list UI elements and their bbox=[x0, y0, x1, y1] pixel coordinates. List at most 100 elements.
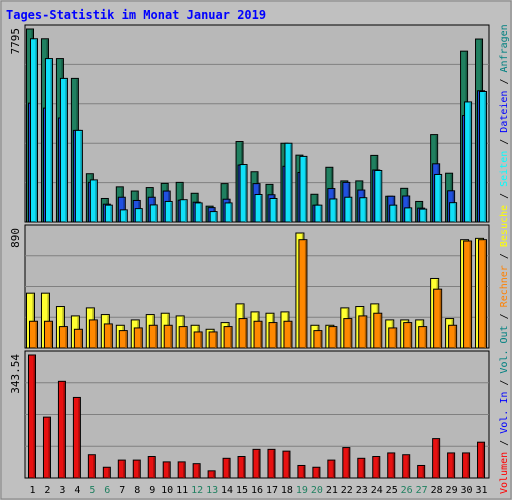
bar-rechner-face bbox=[43, 320, 53, 349]
bar-volumen-face bbox=[28, 354, 36, 479]
bar-seiten-shade bbox=[230, 203, 232, 222]
bar-seiten-shade bbox=[469, 102, 472, 222]
bar-rechner-shade bbox=[95, 320, 97, 348]
bar-rechner-face bbox=[73, 328, 83, 349]
bar-rechner bbox=[223, 326, 233, 349]
bar-seiten-face bbox=[359, 197, 368, 223]
bar-volumen bbox=[28, 354, 36, 479]
bar-volumen bbox=[252, 448, 261, 479]
bar-rechner-face bbox=[193, 331, 203, 349]
x-tick-label: 30 bbox=[461, 485, 473, 496]
bar-seiten-face bbox=[209, 211, 218, 223]
x-tick-label: 16 bbox=[251, 485, 263, 496]
bar-seiten-face bbox=[344, 196, 353, 223]
bar-volumen-shade bbox=[332, 461, 335, 478]
bar-volumen-shade bbox=[33, 356, 35, 478]
bar-seiten-shade bbox=[274, 199, 277, 222]
bar-seiten-face bbox=[389, 204, 398, 223]
bar-rechner bbox=[328, 326, 338, 349]
bar-volumen bbox=[87, 454, 96, 479]
bar-rechner bbox=[478, 239, 488, 349]
bar-volumen-face bbox=[57, 380, 66, 479]
bar-seiten-face bbox=[149, 204, 158, 223]
bar-rechner-shade bbox=[439, 290, 442, 348]
x-tick-label: 22 bbox=[341, 485, 353, 496]
bar-rechner-shade bbox=[409, 323, 412, 348]
bar-rechner-shade bbox=[379, 314, 382, 348]
bar-rechner-face bbox=[223, 326, 233, 349]
bar-seiten-face bbox=[239, 164, 248, 223]
bar-volumen bbox=[42, 416, 51, 479]
bar-volumen bbox=[72, 396, 81, 479]
bar-seiten-shade bbox=[245, 165, 247, 222]
bar-seiten bbox=[449, 202, 458, 223]
bar-seiten-shade bbox=[125, 210, 127, 222]
bar-rechner-shade bbox=[170, 326, 172, 348]
bar-volumen bbox=[342, 447, 351, 479]
bar-volumen bbox=[327, 459, 336, 479]
bar-volumen-shade bbox=[63, 382, 65, 478]
bar-volumen-shade bbox=[93, 455, 95, 478]
bar-seiten bbox=[419, 208, 428, 223]
bar-rechner-shade bbox=[35, 322, 37, 348]
bar-rechner bbox=[298, 239, 308, 349]
bar-seiten bbox=[329, 198, 338, 223]
bar-rechner bbox=[313, 330, 323, 349]
legend-segment: / bbox=[499, 434, 510, 452]
bar-volumen bbox=[117, 459, 126, 479]
bar-seiten bbox=[104, 204, 113, 223]
legend-segment: / bbox=[499, 247, 510, 265]
bottom-panel: 343.54 bbox=[9, 350, 490, 479]
bar-volumen-face bbox=[237, 456, 246, 479]
bar-rechner-shade bbox=[424, 327, 427, 348]
bar-rechner-shade bbox=[319, 331, 322, 348]
bar-seiten bbox=[89, 179, 98, 223]
bar-rechner bbox=[43, 320, 53, 349]
bar-seiten-shade bbox=[50, 59, 52, 222]
bar-volumen-shade bbox=[407, 455, 410, 478]
bar-rechner-face bbox=[88, 319, 98, 349]
bar-rechner-face bbox=[388, 327, 398, 349]
bar-volumen-shade bbox=[302, 466, 305, 478]
bar-volumen-face bbox=[87, 454, 96, 479]
bar-seiten-shade bbox=[80, 131, 82, 222]
bar-seiten-face bbox=[284, 142, 293, 223]
bar-rechner bbox=[73, 328, 83, 349]
bar-rechner-face bbox=[253, 320, 263, 349]
bar-seiten bbox=[284, 142, 293, 223]
bar-seiten bbox=[359, 197, 368, 223]
y-max-label: 7795 bbox=[9, 28, 22, 55]
bar-volumen bbox=[207, 470, 216, 479]
bar-rechner bbox=[133, 327, 143, 349]
bar-volumen-shade bbox=[213, 471, 215, 478]
bar-volumen-face bbox=[462, 452, 471, 479]
bar-volumen-shade bbox=[392, 453, 395, 478]
x-tick-label: 18 bbox=[281, 485, 293, 496]
bar-rechner-face bbox=[118, 330, 128, 349]
bar-rechner-face bbox=[373, 312, 383, 349]
bar-volumen bbox=[432, 438, 441, 479]
bar-volumen-shade bbox=[258, 450, 260, 478]
bar-seiten-face bbox=[314, 204, 323, 223]
bar-volumen-face bbox=[327, 459, 336, 479]
legend-segment: / bbox=[499, 187, 510, 205]
bar-rechner-face bbox=[313, 330, 323, 349]
bar-rechner bbox=[163, 324, 173, 349]
bar-seiten bbox=[164, 200, 173, 223]
bar-volumen bbox=[312, 466, 321, 479]
x-tick-label: 3 bbox=[59, 485, 65, 496]
bar-seiten-shade bbox=[409, 208, 412, 222]
bar-seiten-face bbox=[179, 199, 188, 223]
bar-seiten-face bbox=[30, 38, 38, 223]
x-tick-label: 24 bbox=[371, 485, 383, 496]
x-tick-label: 2 bbox=[44, 485, 50, 496]
bar-volumen bbox=[57, 380, 66, 479]
bar-volumen-face bbox=[132, 459, 141, 479]
bar-seiten bbox=[59, 77, 68, 223]
bar-rechner-shade bbox=[289, 322, 292, 348]
bar-seiten bbox=[224, 202, 233, 223]
bar-rechner bbox=[193, 331, 203, 349]
bar-volumen bbox=[132, 459, 141, 479]
